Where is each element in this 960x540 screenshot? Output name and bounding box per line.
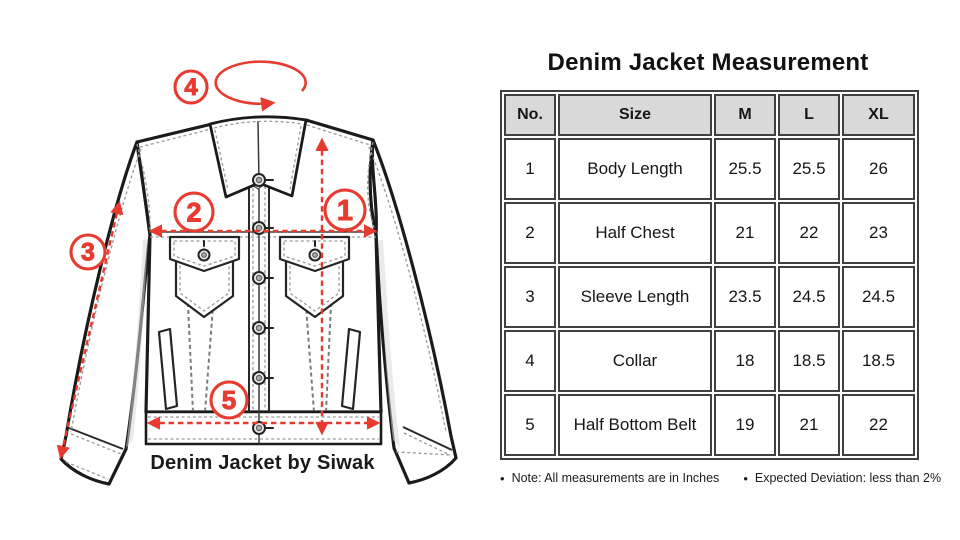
- cell-size: Body Length: [558, 138, 712, 200]
- cell-no: 3: [504, 266, 556, 328]
- cell-no: 2: [504, 202, 556, 264]
- cell-size: Sleeve Length: [558, 266, 712, 328]
- footnotes: • Note: All measurements are in Inches •…: [500, 471, 941, 485]
- cell-size: Half Bottom Belt: [558, 394, 712, 456]
- cell-m: 19: [714, 394, 776, 456]
- cell-l: 22: [778, 202, 840, 264]
- welt-pocket-left: [157, 327, 179, 411]
- table-row: 1 Body Length 25.5 25.5 26: [504, 138, 915, 200]
- diagram-caption: Denim Jacket by Siwak: [150, 452, 375, 474]
- cell-m: 25.5: [714, 138, 776, 200]
- measure-annotations: 1 2 3 4 5: [56, 60, 381, 460]
- note-deviation-text: Expected Deviation: less than 2%: [754, 471, 942, 485]
- table-row: 3 Sleeve Length 23.5 24.5 24.5: [504, 266, 915, 328]
- cell-m: 18: [714, 330, 776, 392]
- annotation-badge-4: 4: [173, 69, 209, 105]
- note-deviation: • Expected Deviation: less than 2%: [743, 471, 941, 485]
- cell-l: 24.5: [778, 266, 840, 328]
- annotation-badge-5: 5: [209, 380, 249, 420]
- table-row: 5 Half Bottom Belt 19 21 22: [504, 394, 915, 456]
- annotation-badge-3: 3: [69, 233, 107, 271]
- cell-xl: 26: [842, 138, 915, 200]
- annotation-number-4: 4: [184, 74, 198, 101]
- cell-xl: 22: [842, 394, 915, 456]
- cell-l: 21: [778, 394, 840, 456]
- cell-no: 4: [504, 330, 556, 392]
- jacket-diagram: 1 2 3 4 5: [56, 60, 458, 486]
- cell-xl: 24.5: [842, 266, 915, 328]
- cell-xl: 23: [842, 202, 915, 264]
- note-units-text: Note: All measurements are in Inches: [511, 471, 720, 485]
- cell-m: 21: [714, 202, 776, 264]
- table-header-row: No. Size M L XL: [504, 94, 915, 136]
- header-no: No.: [504, 94, 556, 136]
- measurement-table: No. Size M L XL 1 Body Length 25.5 25.5 …: [500, 90, 919, 460]
- annotation-number-2: 2: [186, 198, 201, 228]
- cell-m: 23.5: [714, 266, 776, 328]
- cell-l: 25.5: [778, 138, 840, 200]
- cell-l: 18.5: [778, 330, 840, 392]
- annotation-number-5: 5: [222, 385, 236, 415]
- header-size: Size: [558, 94, 712, 136]
- cell-size: Collar: [558, 330, 712, 392]
- measure-line-sleeve-length: [56, 200, 124, 460]
- header-xl: XL: [842, 94, 915, 136]
- page-title: Denim Jacket Measurement: [547, 49, 869, 76]
- cell-no: 5: [504, 394, 556, 456]
- cell-size: Half Chest: [558, 202, 712, 264]
- annotation-badge-1: 1: [323, 188, 367, 232]
- bullet-icon: •: [743, 470, 748, 486]
- cell-no: 1: [504, 138, 556, 200]
- welt-pocket-right: [340, 327, 362, 411]
- cell-xl: 18.5: [842, 330, 915, 392]
- header-m: M: [714, 94, 776, 136]
- annotation-number-1: 1: [337, 195, 353, 227]
- header-l: L: [778, 94, 840, 136]
- note-units: • Note: All measurements are in Inches: [500, 471, 719, 485]
- table-row: 4 Collar 18 18.5 18.5: [504, 330, 915, 392]
- measure-loop-collar: [214, 60, 307, 112]
- annotation-number-3: 3: [81, 239, 95, 267]
- bullet-icon: •: [500, 470, 505, 486]
- annotation-badge-2: 2: [173, 191, 215, 233]
- table-row: 2 Half Chest 21 22 23: [504, 202, 915, 264]
- jacket-drawing: [59, 115, 458, 486]
- jacket-sleeve-left: [59, 140, 152, 486]
